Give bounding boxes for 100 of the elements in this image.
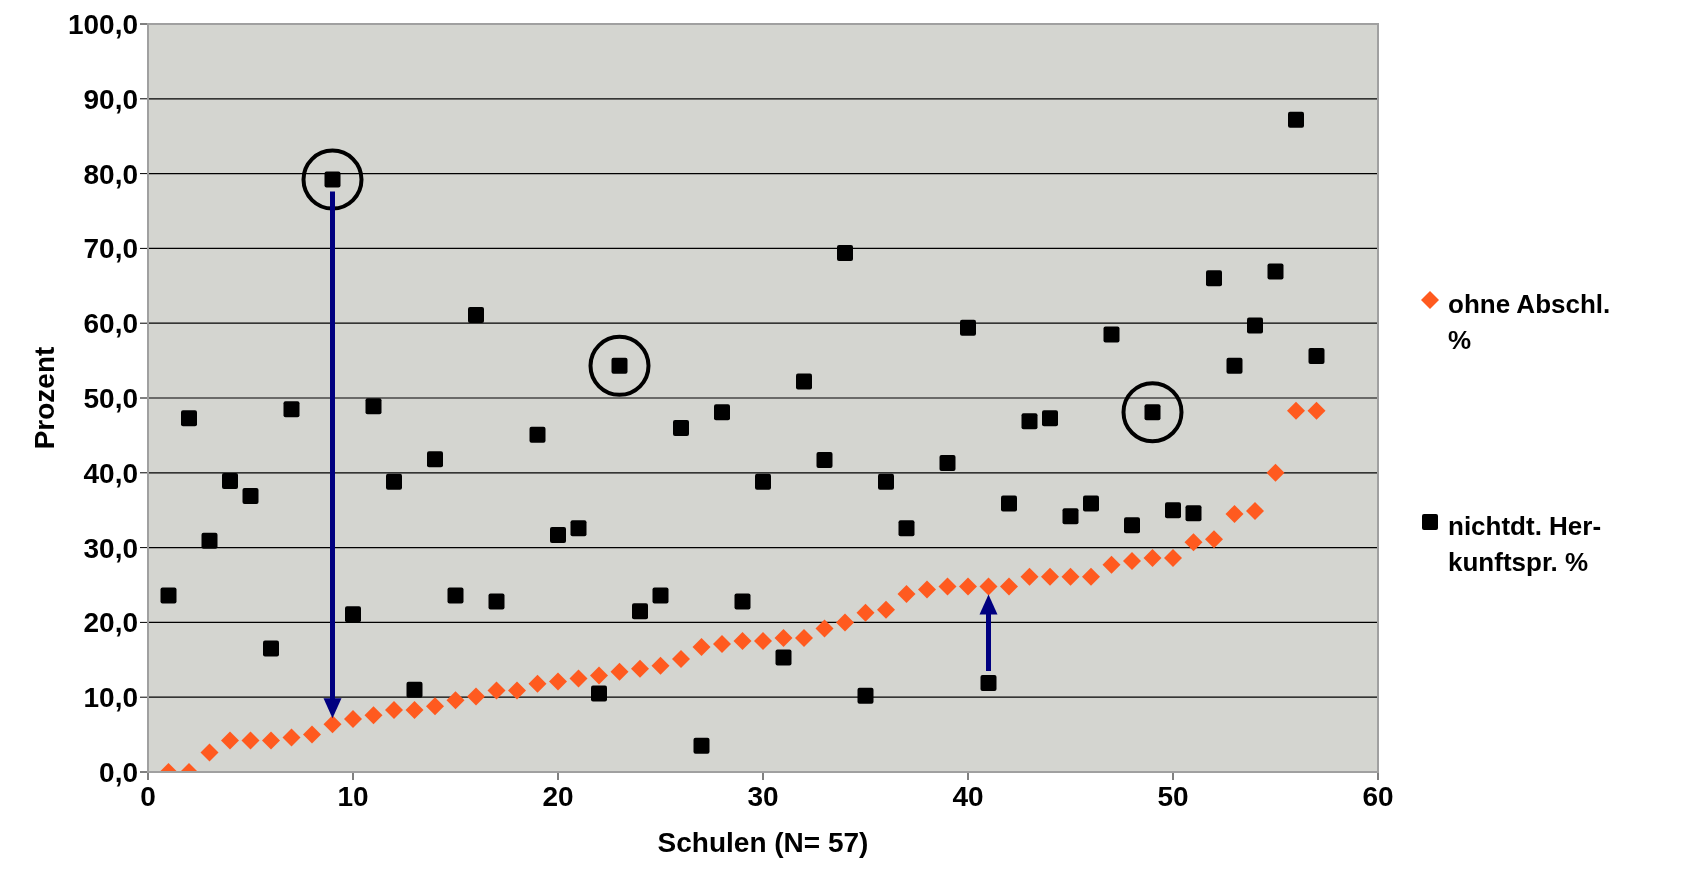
- point: [857, 687, 874, 704]
- y-tick-label: 80,0: [83, 158, 138, 190]
- point: [1288, 111, 1304, 128]
- point: [1206, 270, 1222, 287]
- point: [1021, 413, 1038, 430]
- legend-label: nichtdt. Her-kunftspr. %: [1448, 510, 1603, 579]
- point: [242, 487, 259, 504]
- point: [815, 619, 834, 638]
- point: [713, 635, 731, 654]
- point: [426, 697, 444, 716]
- point: [570, 520, 587, 537]
- point: [856, 603, 875, 622]
- point: [1165, 502, 1181, 519]
- point: [160, 587, 177, 604]
- point: [673, 419, 689, 436]
- x-tick-label: 40: [952, 780, 984, 812]
- x-tick-label: 10: [337, 780, 369, 812]
- point: [1042, 410, 1058, 427]
- y-axis-title: Prozent: [28, 346, 60, 450]
- point: [939, 455, 956, 472]
- point: [734, 593, 751, 610]
- point: [446, 691, 465, 710]
- point: [590, 666, 608, 685]
- point: [897, 584, 916, 603]
- point: [1307, 401, 1326, 420]
- point: [1041, 567, 1059, 586]
- point: [1123, 552, 1141, 571]
- point: [938, 577, 957, 596]
- point: [1287, 401, 1305, 420]
- point: [365, 398, 382, 415]
- point: [693, 737, 710, 754]
- y-tick-label: 70,0: [83, 233, 138, 265]
- point: [692, 638, 711, 657]
- point: [878, 473, 894, 490]
- point: [1103, 326, 1120, 343]
- point: [959, 577, 977, 596]
- point: [201, 532, 218, 549]
- point: [406, 681, 423, 698]
- point: [610, 662, 629, 681]
- point: [1061, 567, 1080, 586]
- point: [632, 603, 648, 620]
- point: [1083, 495, 1099, 512]
- point: [282, 728, 301, 747]
- point: [1226, 357, 1243, 374]
- point: [591, 685, 607, 702]
- point: [733, 632, 752, 651]
- x-tick-label: 0: [140, 780, 156, 812]
- legend-label: ohne Abschl. %: [1448, 288, 1612, 357]
- point: [714, 404, 730, 421]
- point: [1184, 533, 1203, 552]
- point: [775, 649, 792, 666]
- point: [262, 731, 280, 750]
- point: [283, 401, 300, 418]
- point: [323, 715, 342, 734]
- point: [550, 526, 566, 543]
- point: [979, 577, 998, 596]
- x-tick-label: 30: [747, 780, 779, 812]
- point: [529, 426, 546, 443]
- point: [1247, 317, 1263, 334]
- point: [1000, 577, 1018, 596]
- point: [467, 687, 485, 706]
- y-tick-label: 90,0: [83, 83, 138, 115]
- point: [385, 700, 403, 719]
- point: [631, 659, 649, 678]
- point: [487, 681, 506, 700]
- point: [1205, 530, 1223, 549]
- point: [672, 650, 690, 669]
- y-tick-label: 20,0: [83, 607, 138, 639]
- x-tick-label: 60: [1362, 780, 1394, 812]
- point: [549, 672, 567, 691]
- point: [1062, 508, 1079, 525]
- point: [1185, 505, 1202, 522]
- point: [221, 731, 239, 750]
- y-tick-label: 30,0: [83, 532, 138, 564]
- point: [1020, 567, 1039, 586]
- point: [1143, 549, 1162, 568]
- point: [652, 587, 669, 604]
- point: [263, 640, 279, 657]
- point: [1164, 549, 1182, 568]
- point: [344, 709, 362, 728]
- point: [1225, 504, 1244, 523]
- point: [877, 600, 895, 619]
- point: [345, 606, 361, 623]
- x-tick-label: 20: [542, 780, 574, 812]
- point: [1246, 501, 1264, 520]
- point: [1266, 463, 1285, 482]
- point: [508, 681, 526, 700]
- point: [405, 700, 424, 719]
- point: [796, 373, 812, 390]
- point: [528, 674, 547, 693]
- y-tick-label: 40,0: [83, 457, 138, 489]
- point: [488, 593, 505, 610]
- y-tick-label: 10,0: [83, 682, 138, 714]
- point: [795, 629, 813, 648]
- point: [816, 452, 833, 469]
- y-tick-label: 60,0: [83, 308, 138, 340]
- point: [1308, 348, 1325, 365]
- y-tick-label: 0,0: [99, 756, 138, 788]
- point: [898, 520, 915, 537]
- point: [918, 580, 936, 599]
